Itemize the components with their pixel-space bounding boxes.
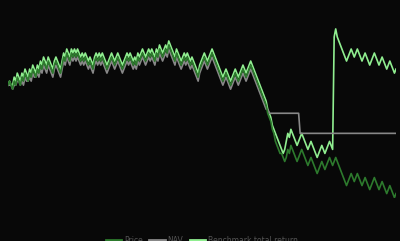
Legend: Price, NAV, Benchmark total return: Price, NAV, Benchmark total return [103,233,301,241]
